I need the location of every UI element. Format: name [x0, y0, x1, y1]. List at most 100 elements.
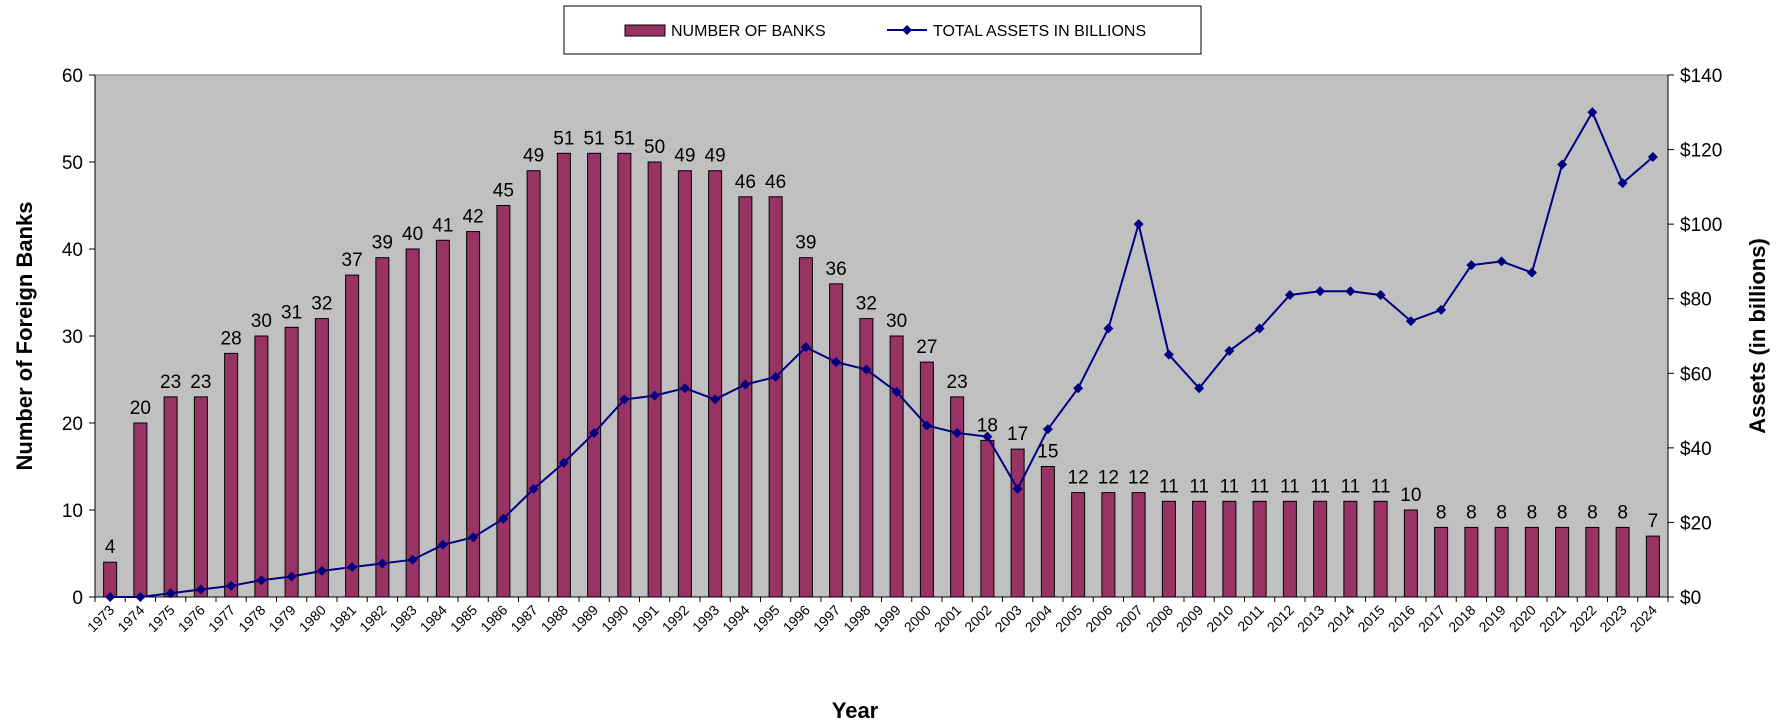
- x-tick-label: 1991: [628, 602, 661, 635]
- bar-data-label: 42: [463, 207, 484, 228]
- bar-data-label: 11: [1341, 476, 1361, 497]
- right-tick-label: $80: [1680, 290, 1712, 311]
- x-tick-label: 1994: [719, 602, 752, 635]
- x-tick-label: 1992: [659, 602, 692, 635]
- assets-point: [1496, 256, 1507, 267]
- bar-data-label: 27: [916, 337, 937, 358]
- bar: [1222, 500, 1237, 598]
- assets-point: [1133, 219, 1144, 230]
- bar-data-label: 49: [674, 146, 695, 167]
- bar: [526, 170, 541, 598]
- assets-series-line: [110, 110, 1654, 598]
- assets-point: [1194, 383, 1205, 394]
- assets-point: [1254, 323, 1265, 334]
- assets-point: [1557, 159, 1568, 170]
- bar: [1403, 509, 1418, 598]
- bar-data-label: 10: [1400, 485, 1421, 506]
- x-tick-label: 2020: [1506, 602, 1539, 635]
- bar-data-label: 8: [1496, 502, 1507, 523]
- legend-label-banks: NUMBER OF BANKS: [671, 23, 826, 40]
- bar: [1252, 500, 1267, 598]
- legend-swatch-banks: [624, 24, 666, 37]
- bar: [647, 161, 662, 598]
- bar: [1494, 526, 1509, 598]
- bar-data-label: 40: [402, 224, 423, 245]
- bar-data-label: 51: [614, 128, 635, 149]
- bar-data-label: 30: [886, 311, 907, 332]
- bar: [375, 257, 390, 598]
- x-tick-label: 1988: [538, 602, 571, 635]
- x-tick-label: 1978: [235, 602, 268, 635]
- y-axis-title: Number of Foreign Banks: [12, 202, 37, 471]
- bar-data-label: 32: [856, 294, 877, 315]
- assets-point: [1466, 260, 1477, 271]
- x-tick-label: 1983: [386, 602, 419, 635]
- x-tick-label: 2011: [1234, 602, 1267, 635]
- assets-point: [135, 592, 146, 602]
- assets-point: [316, 565, 327, 576]
- bar: [435, 239, 450, 598]
- assets-point: [1375, 289, 1386, 300]
- x-tick-label: 2007: [1112, 602, 1145, 635]
- legend-box: [563, 5, 1202, 55]
- bar: [1282, 500, 1297, 598]
- bar: [284, 326, 299, 598]
- bar: [1585, 526, 1600, 598]
- x-tick-label: 2004: [1022, 602, 1055, 635]
- bar: [345, 274, 360, 598]
- bar-data-label: 23: [160, 372, 181, 393]
- x-tick-label: 1998: [840, 602, 873, 635]
- assets-point: [1042, 424, 1053, 435]
- bar: [980, 439, 995, 598]
- bar: [950, 396, 965, 598]
- x-tick-label: 2003: [991, 602, 1024, 635]
- assets-point: [1103, 323, 1114, 334]
- assets-point: [1436, 304, 1447, 315]
- bar: [556, 152, 571, 598]
- bar: [193, 396, 208, 598]
- bar-data-label: 51: [553, 128, 574, 149]
- assets-point: [226, 580, 237, 591]
- bar-data-label: 36: [826, 259, 847, 280]
- bar: [859, 318, 874, 598]
- bar-data-label: 39: [372, 233, 393, 254]
- x-tick-label: 2023: [1596, 602, 1629, 635]
- x-tick-label: 1986: [477, 602, 510, 635]
- x-tick-label: 2002: [961, 602, 994, 635]
- x-tick-label: 1973: [84, 602, 117, 635]
- bar-data-label: 12: [1128, 468, 1149, 489]
- right-tick-label: $60: [1680, 364, 1712, 385]
- bar: [1010, 448, 1025, 598]
- bar-data-label: 31: [281, 302, 302, 323]
- right-tick-label: $140: [1680, 66, 1722, 87]
- assets-point: [891, 386, 902, 397]
- bar-data-label: 39: [795, 233, 816, 254]
- bar: [405, 248, 420, 598]
- bar-data-label: 8: [1466, 502, 1477, 523]
- x-tick-label: 2015: [1354, 602, 1387, 635]
- bar-data-label: 12: [1068, 468, 1089, 489]
- right-tick-label: $100: [1680, 215, 1722, 236]
- bar: [1313, 500, 1328, 598]
- x-tick-label: 2018: [1445, 602, 1478, 635]
- x-tick-label: 1982: [356, 602, 389, 635]
- assets-point: [619, 394, 630, 405]
- assets-point: [437, 539, 448, 550]
- bar-data-label: 8: [1527, 502, 1538, 523]
- x-tick-label: 2012: [1264, 602, 1297, 635]
- x-tick-label: 1984: [417, 602, 450, 635]
- assets-point: [165, 588, 176, 599]
- bar: [1040, 466, 1055, 598]
- bar-data-label: 51: [584, 128, 605, 149]
- bar-data-label: 28: [221, 328, 242, 349]
- bar: [496, 205, 511, 598]
- assets-point: [347, 562, 358, 573]
- x-tick-label: 2019: [1475, 602, 1508, 635]
- bar: [587, 152, 602, 598]
- bar: [1101, 492, 1116, 598]
- x-tick-label: 1974: [114, 602, 147, 635]
- left-tick-label: 10: [62, 501, 83, 522]
- assets-point: [1224, 345, 1235, 356]
- x-tick-label: 1996: [780, 602, 813, 635]
- left-tick-label: 60: [62, 66, 83, 87]
